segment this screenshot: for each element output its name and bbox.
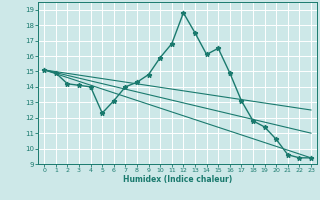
X-axis label: Humidex (Indice chaleur): Humidex (Indice chaleur) bbox=[123, 175, 232, 184]
